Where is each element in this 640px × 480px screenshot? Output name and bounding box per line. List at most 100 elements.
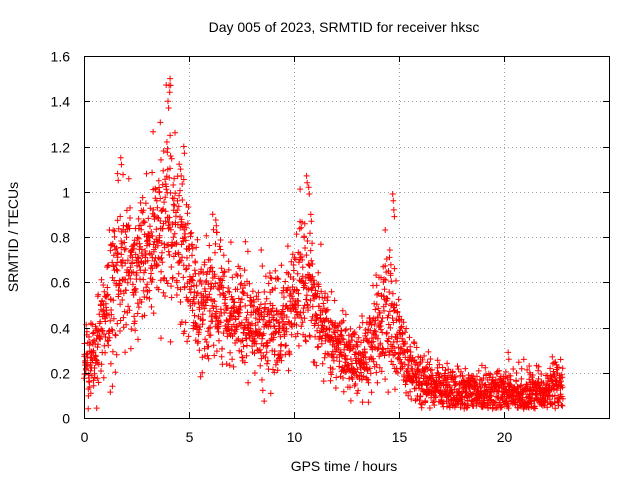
data-point [173, 292, 180, 298]
data-point [299, 319, 306, 326]
data-point [427, 356, 434, 362]
data-point [373, 301, 380, 308]
data-point [220, 284, 227, 291]
data-point [142, 267, 149, 274]
data-point [177, 187, 183, 194]
data-point [434, 357, 441, 364]
data-point [408, 396, 415, 402]
data-point [263, 349, 270, 356]
data-point [107, 247, 114, 254]
data-point [114, 217, 121, 224]
data-point [138, 299, 145, 305]
data-point [393, 365, 400, 372]
data-point [322, 337, 329, 344]
data-point [309, 284, 316, 291]
data-point [383, 330, 390, 337]
data-point [381, 352, 388, 359]
data-point [355, 334, 362, 341]
data-point [270, 366, 276, 373]
data-point [167, 338, 174, 345]
data-point [384, 295, 391, 302]
data-point [322, 290, 329, 297]
data-point [191, 300, 198, 307]
data-point [265, 280, 272, 287]
data-point [309, 313, 316, 320]
data-point [299, 278, 306, 285]
data-point [298, 224, 305, 231]
data-point [315, 269, 322, 276]
data-point [432, 393, 439, 400]
data-point [274, 367, 281, 374]
data-point [256, 305, 263, 312]
data-point [509, 393, 516, 400]
data-point [91, 365, 98, 371]
data-point [218, 265, 225, 272]
data-point [261, 313, 268, 320]
data-point [130, 269, 137, 275]
data-point [547, 365, 554, 372]
data-point [170, 253, 177, 260]
data-point [191, 267, 198, 274]
data-point [394, 308, 401, 315]
data-point [295, 259, 302, 266]
data-point [274, 275, 281, 282]
data-point [213, 348, 220, 355]
data-point [307, 297, 314, 304]
data-point [185, 204, 192, 210]
data-point [136, 240, 143, 247]
data-point [375, 305, 382, 312]
data-point [187, 233, 194, 240]
data-point [155, 286, 162, 293]
data-point [86, 333, 92, 340]
data-point [175, 203, 182, 210]
data-point [261, 398, 268, 405]
data-point [120, 290, 127, 297]
data-point [178, 241, 185, 248]
data-point [157, 119, 164, 126]
data-point [389, 191, 396, 197]
data-point [422, 397, 429, 404]
data-point [421, 369, 428, 375]
data-point [143, 294, 150, 301]
data-point [290, 262, 297, 268]
data-point [244, 292, 251, 299]
data-point [150, 206, 157, 213]
data-point [524, 366, 531, 373]
data-point [157, 218, 164, 224]
chart-title: Day 005 of 2023, SRMTID for receiver hks… [209, 19, 480, 35]
data-point [392, 349, 399, 356]
data-point [189, 241, 196, 248]
data-point [201, 259, 208, 266]
data-point [119, 297, 126, 303]
data-point [337, 331, 344, 338]
data-point [280, 325, 287, 332]
data-point [163, 186, 170, 193]
data-point [306, 262, 313, 269]
data-point [387, 261, 394, 268]
data-point [199, 354, 206, 361]
data-point [209, 318, 216, 325]
data-point [545, 375, 552, 382]
data-point [361, 350, 368, 356]
data-point [407, 343, 414, 350]
data-point [93, 405, 100, 412]
data-point [212, 217, 219, 223]
data-point [182, 266, 189, 273]
data-point [89, 330, 96, 337]
data-point [395, 296, 402, 303]
data-point [520, 356, 527, 363]
data-point [283, 314, 290, 320]
data-point [159, 249, 165, 256]
data-point [387, 270, 394, 277]
data-point [449, 368, 456, 375]
data-point [102, 318, 109, 325]
data-point [229, 356, 236, 363]
data-point [243, 352, 250, 359]
data-point [226, 289, 233, 296]
data-point [391, 345, 398, 352]
data-point [237, 309, 243, 316]
data-point [426, 405, 433, 411]
data-point [372, 317, 379, 324]
data-point [462, 365, 469, 372]
